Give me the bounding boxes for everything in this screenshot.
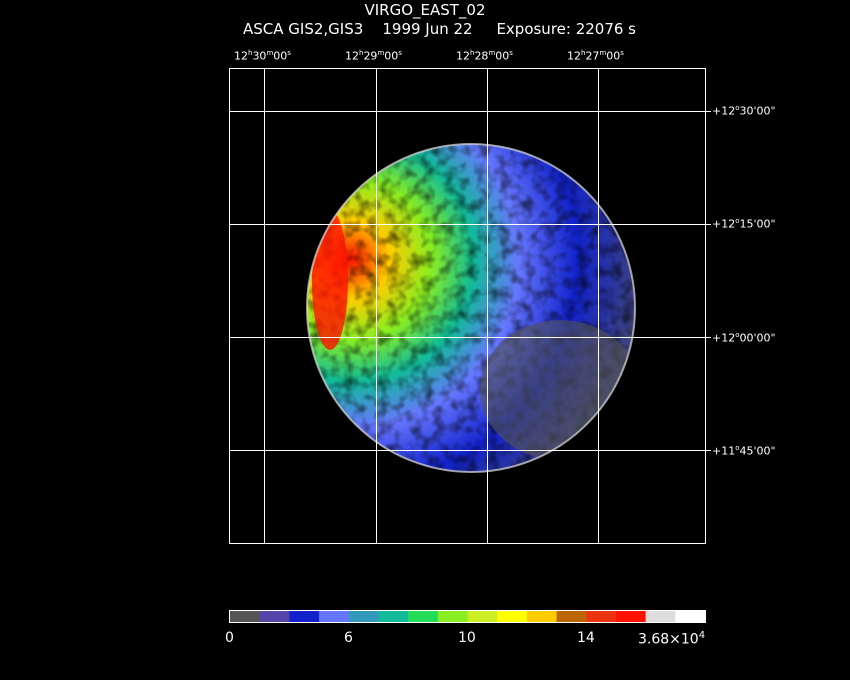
colorbar-segment	[556, 611, 587, 622]
ra-label-1227: 12h27m00s	[567, 49, 624, 63]
dec-label-1200: +12o00'00"	[712, 331, 776, 345]
observation-info: ASCA GIS2,GIS3 1999 Jun 22 Exposure: 220…	[243, 20, 636, 38]
dec-ticks	[706, 111, 711, 451]
colorbar-segment	[319, 611, 350, 622]
instrument-label: ASCA GIS2,GIS3	[243, 20, 364, 38]
colorbar-segment	[259, 611, 290, 622]
ra-label-1228: 12h28m00s	[456, 49, 513, 63]
exposure-label: Exposure: 22076 s	[496, 20, 637, 38]
colorbar-label-6: 6	[344, 630, 353, 646]
image-title: VIRGO_EAST_02	[364, 1, 486, 19]
colorbar-segment	[467, 611, 498, 622]
coordinate-grid	[229, 68, 706, 543]
ra-label-1230: 12h30m00s	[234, 49, 291, 63]
colorbar-segment	[615, 611, 647, 622]
colorbar-segment	[675, 611, 706, 622]
colorbar-segment	[230, 611, 261, 622]
detector-edge	[306, 143, 636, 473]
colorbar-label-max: 3.68×104	[638, 630, 706, 648]
colorbar-segment	[526, 611, 558, 622]
ra-label-1229: 12h29m00s	[345, 49, 402, 63]
colorbar-segment	[586, 611, 617, 622]
dec-label-1145: +11o45'00"	[712, 444, 776, 458]
colorbar-segment	[289, 611, 320, 622]
colorbar	[230, 611, 706, 622]
colorbar-segment	[645, 611, 676, 622]
colorbar-label-10: 10	[458, 630, 476, 646]
colorbar-label-min: 0	[225, 630, 234, 646]
colorbar-label-14: 14	[577, 630, 595, 646]
dec-label-1215: +12o15'00"	[712, 217, 776, 231]
plot-frame	[229, 68, 706, 544]
colorbar-frame	[229, 610, 706, 623]
xray-image	[307, 144, 635, 472]
dec-label-1230: +12o30'00"	[712, 104, 776, 118]
observation-date: 1999 Jun 22	[382, 20, 473, 38]
colorbar-segment	[408, 611, 439, 622]
colorbar-segment	[378, 611, 409, 622]
colorbar-segment	[497, 611, 528, 622]
colorbar-segment	[348, 611, 379, 622]
colorbar-segment	[437, 611, 468, 622]
